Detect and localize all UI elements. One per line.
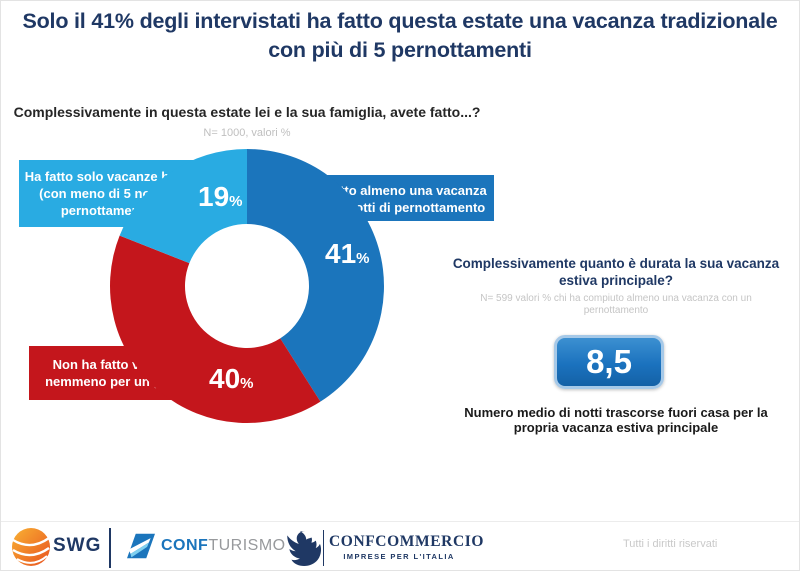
confturismo-logo-label: CONFTURISMO: [161, 537, 286, 555]
chart-sample-note: N= 1000, valori %: [203, 127, 291, 139]
confturismo-label-part1: CONF: [161, 537, 209, 554]
page-title: Solo il 41% degli intervistati ha fatto …: [1, 7, 799, 65]
pct-label-nessuna-vacanza: 40%: [209, 363, 254, 400]
pct-sign: %: [229, 193, 243, 210]
confturismo-logo-icon: [127, 531, 155, 566]
pct-sign: %: [356, 250, 370, 267]
pct-value: 40: [209, 363, 241, 394]
rights-reserved-text: Tutti i diritti riservati: [623, 538, 718, 550]
chart-question: Complessivamente in questa estate lei e …: [13, 104, 481, 120]
pct-value: 41: [325, 238, 357, 269]
swg-logo-icon: [11, 527, 51, 570]
page-title-line2: con più di 5 pernottamenti: [268, 38, 532, 62]
pct-label-vacanze-brevi: 19%: [198, 181, 243, 218]
confcommercio-eagle-icon: [283, 527, 322, 570]
footer-divider: [1, 521, 799, 522]
footer-divider-bar-2: [323, 530, 324, 566]
duration-sample-note: N= 599 valori % chi ha compiuto almeno u…: [480, 293, 752, 316]
footer: SWG CONFTURISMO CONFCOMMERCIO IMPRESE PE…: [1, 522, 799, 570]
pct-value: 19: [198, 181, 230, 212]
footer-divider-bar-1: [109, 528, 111, 568]
donut-slice-vacanze-brevi: [119, 149, 247, 264]
confcommercio-logo-label: CONFCOMMERCIO IMPRESE PER L'ITALIA: [329, 533, 485, 561]
confturismo-label-part2: TURISMO: [208, 537, 286, 554]
donut-chart: [110, 149, 384, 423]
swg-logo-label: SWG: [53, 535, 102, 556]
donut-slice-nessuna-vacanza: [110, 235, 321, 423]
donut-slice-vacanza-5-notti: [247, 149, 384, 402]
confcommercio-name: CONFCOMMERCIO: [329, 533, 485, 550]
duration-question: Complessivamente quanto è durata la sua …: [452, 256, 780, 288]
average-nights-caption: Numero medio di notti trascorse fuori ca…: [464, 405, 768, 435]
average-nights-value-badge: 8,5: [554, 335, 664, 389]
page-title-line1: Solo il 41% degli intervistati ha fatto …: [22, 9, 778, 33]
pct-label-vacanza-5-notti: 41%: [325, 238, 370, 275]
pct-sign: %: [240, 375, 254, 392]
confcommercio-tagline: IMPRESE PER L'ITALIA: [343, 552, 455, 561]
